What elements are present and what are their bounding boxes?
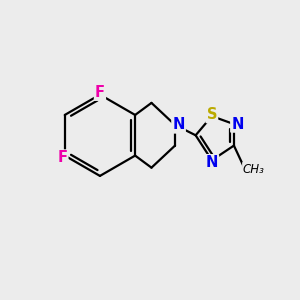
Text: F: F bbox=[57, 150, 68, 165]
Text: N: N bbox=[231, 117, 244, 132]
Text: N: N bbox=[206, 155, 218, 170]
Text: N: N bbox=[172, 118, 185, 133]
Text: CH₃: CH₃ bbox=[243, 163, 265, 176]
Text: F: F bbox=[95, 85, 105, 100]
Text: S: S bbox=[207, 107, 217, 122]
